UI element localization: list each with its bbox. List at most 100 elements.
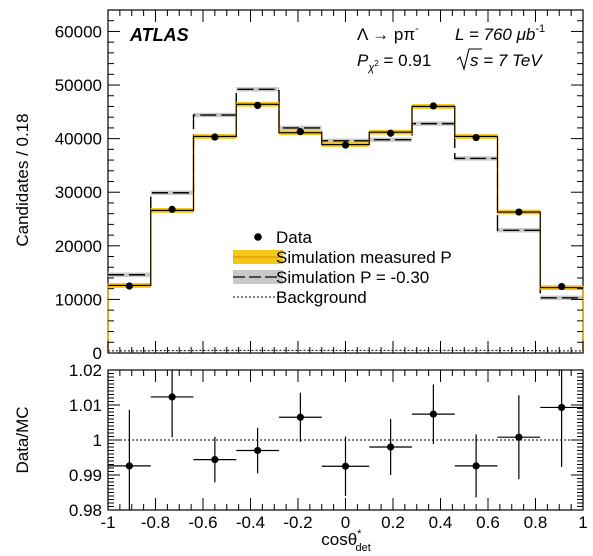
- x-tick-label: -0.8: [141, 513, 170, 532]
- data-point: [254, 101, 262, 109]
- data-point: [211, 133, 219, 141]
- x-tick-label: 0.4: [429, 513, 453, 532]
- chi2-subscript: χ: [367, 62, 375, 74]
- x-axis-title-main: cosθ: [321, 530, 357, 549]
- main-y-tick-label: 50000: [55, 76, 102, 95]
- legend-background-label: Background: [276, 288, 367, 307]
- luminosity-superscript: -1: [535, 23, 545, 35]
- ratio-y-tick-label: 1.01: [69, 396, 102, 415]
- data-point: [515, 208, 523, 216]
- luminosity-text: L = 760 μb: [455, 25, 535, 44]
- ratio-point-marker: [254, 446, 262, 455]
- data-point: [296, 128, 304, 136]
- ratio-point: [540, 370, 583, 467]
- ratio-point-marker: [341, 462, 350, 470]
- data-point: [429, 102, 437, 110]
- ratio-y-tick-label: 0.98: [69, 501, 102, 520]
- legend: Data Simulation measured P Simulation P …: [233, 228, 452, 307]
- x-axis-title-superscript: *: [357, 528, 362, 540]
- decay-superscript: -: [415, 23, 419, 35]
- legend-alt-label: Simulation P = -0.30: [276, 268, 429, 287]
- main-x-ticks: [107, 10, 584, 353]
- ratio-point-marker: [558, 403, 566, 412]
- background-step-line: [108, 349, 583, 352]
- luminosity-annotation: L = 760 μb-1: [455, 23, 545, 44]
- ratio-point-marker: [387, 443, 395, 451]
- ratio-y-ticks: 0.98 0.99 1 1.01 1.02: [69, 361, 583, 520]
- energy-text: s = 7 TeV: [470, 51, 543, 70]
- ratio-point-marker: [125, 462, 133, 470]
- ratio-point-marker: [429, 410, 437, 418]
- main-y-tick-label: 30000: [55, 183, 102, 202]
- ratio-point: [193, 436, 237, 483]
- ratio-point: [279, 392, 322, 442]
- background-series: [108, 349, 583, 352]
- main-y-axis-title: Candidates / 0.18: [13, 113, 32, 246]
- chi2-sub-superscript: 2: [374, 59, 379, 68]
- ratio-x-ticks: -1 -0.8 -0.6 -0.4 -0.2 0 0.2 0.4 0.6 0.8 1: [100, 370, 588, 532]
- chi2-annotation: Pχ2 = 0.91: [357, 51, 431, 74]
- main-y-tick-label: 20000: [55, 237, 102, 256]
- ratio-point: [236, 427, 279, 474]
- simulation-alt-band-bin: [150, 190, 194, 195]
- x-tick-label: 1: [578, 513, 587, 532]
- main-y-tick-label: 60000: [55, 22, 102, 41]
- legend-sim-label: Simulation measured P: [276, 248, 452, 267]
- ratio-points: [108, 370, 583, 510]
- ratio-point: [454, 434, 498, 498]
- ratio-point-marker: [168, 393, 176, 401]
- data-point: [387, 129, 395, 137]
- x-tick-label: -0.4: [236, 513, 265, 532]
- main-y-ticks: 0 10000 20000 30000 40000 50000 60000: [55, 9, 583, 363]
- sqrt-symbol: [456, 48, 482, 71]
- ratio-point-marker: [296, 413, 304, 421]
- legend-data-marker: [254, 233, 262, 241]
- data-point: [341, 141, 350, 149]
- decay-annotation: Λ → pπ-: [357, 23, 419, 44]
- ratio-plot-panel: 0.98 0.99 1 1.01 1.02 -1 -0.8 -0.6 -0.4 -0.2 0 0.2…: [13, 361, 588, 554]
- x-tick-label: 0.8: [524, 513, 548, 532]
- data-point: [168, 205, 176, 213]
- x-tick-label: 0.2: [381, 513, 405, 532]
- decay-text: Λ → pπ: [357, 25, 415, 44]
- chi2-value: = 0.91: [379, 51, 431, 70]
- atlas-label: ATLAS: [129, 25, 189, 45]
- x-tick-label: 0: [341, 513, 350, 532]
- data-series: [125, 101, 566, 291]
- main-y-tick-label: 40000: [55, 130, 102, 149]
- ratio-point: [497, 395, 541, 480]
- data-point: [558, 282, 566, 291]
- x-tick-label: -0.6: [188, 513, 217, 532]
- simulation-alt-band-bin: [279, 125, 322, 131]
- ratio-point: [108, 409, 151, 510]
- ratio-point: [150, 370, 194, 438]
- ratio-y-axis-title: Data/MC: [13, 406, 32, 473]
- simulation-alt-band-bin: [540, 295, 583, 300]
- simulation-alt-band-bin: [236, 87, 279, 92]
- ratio-point-marker: [515, 433, 523, 441]
- legend-sim-label-text: Simulation measured P: [276, 248, 452, 267]
- chi2-label: P: [357, 51, 369, 70]
- x-tick-label: 0.6: [476, 513, 500, 532]
- ratio-y-tick-label: 1.02: [69, 361, 102, 380]
- main-y-tick-label: 10000: [55, 290, 102, 309]
- ratio-point: [369, 419, 412, 475]
- main-y-tick-label: 0: [93, 344, 102, 363]
- data-point: [125, 282, 133, 290]
- simulation-alt-band-bin: [369, 137, 412, 142]
- ratio-point: [321, 436, 370, 496]
- ratio-y-tick-label: 0.99: [69, 466, 102, 485]
- ratio-y-tick-label: 1: [93, 431, 102, 450]
- x-axis-title-subscript: det: [355, 542, 370, 554]
- x-tick-label: -0.2: [283, 513, 312, 532]
- energy-annotation: s = 7 TeV: [456, 48, 543, 71]
- x-tick-label: -1: [100, 513, 115, 532]
- legend-data-label: Data: [276, 228, 312, 247]
- ratio-point: [412, 384, 455, 444]
- main-plot-panel: 0 10000 20000 30000 40000 50000 60000 Candidat…: [13, 9, 584, 363]
- x-axis-title: cosθ* det: [321, 528, 371, 554]
- ratio-point-marker: [472, 462, 480, 470]
- ratio-point-marker: [211, 456, 219, 464]
- data-point: [472, 133, 480, 142]
